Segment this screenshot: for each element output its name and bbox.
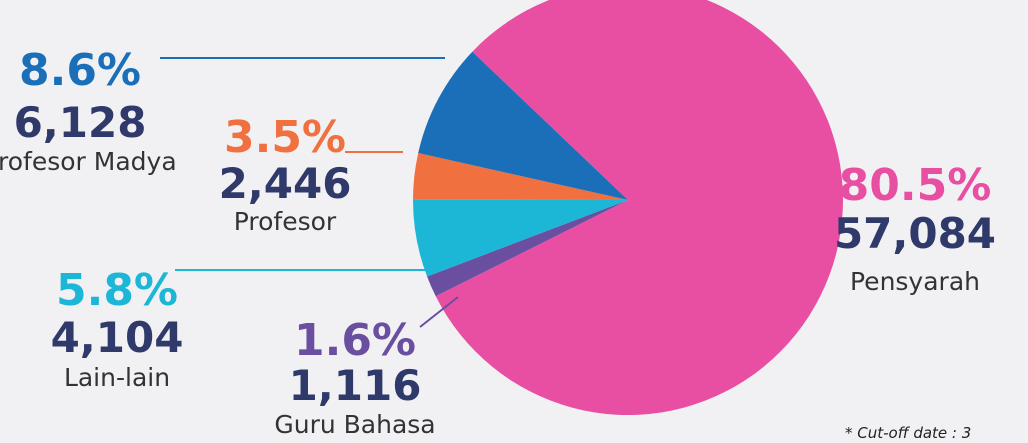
category-label: Pensyarah <box>850 267 980 296</box>
count-label: 1,116 <box>289 361 422 410</box>
count-label: 6,128 <box>14 98 147 147</box>
leader-line <box>419 296 459 328</box>
percent-label: 3.5% <box>224 112 346 163</box>
category-label: Profesor <box>234 207 337 236</box>
count-label: 57,084 <box>834 209 996 258</box>
pie-slice <box>418 51 628 200</box>
count-label: 2,446 <box>219 159 352 208</box>
percent-label: 1.6% <box>294 315 416 366</box>
percent-label: 80.5% <box>839 160 992 211</box>
pie-slice <box>427 200 628 297</box>
pie-slice <box>435 0 843 415</box>
percent-label: 5.8% <box>56 265 178 316</box>
footnote: * Cut-off date : 3 <box>845 424 971 442</box>
category-label: Profesor Madya <box>0 147 177 176</box>
pie-slice <box>413 152 628 200</box>
pie-slice <box>413 199 628 277</box>
category-label: Guru Bahasa <box>274 410 435 439</box>
percent-label: 8.6% <box>19 45 141 96</box>
category-label: Lain-lain <box>64 363 170 392</box>
count-label: 4,104 <box>51 313 184 362</box>
